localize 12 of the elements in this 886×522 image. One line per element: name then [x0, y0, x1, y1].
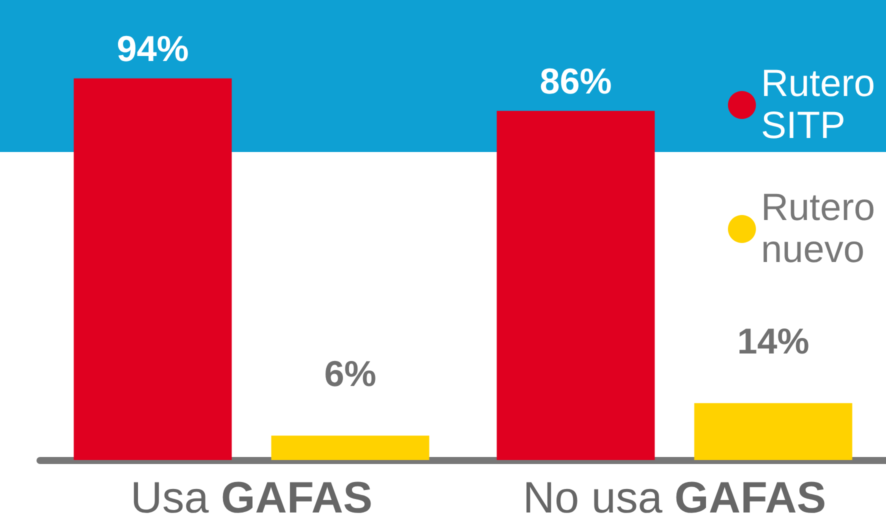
bar — [271, 436, 430, 460]
bar — [694, 403, 852, 460]
legend-label: Rutero nuevo — [760, 187, 876, 271]
data-label: 94% — [116, 28, 189, 69]
x-tick-label: No usa GAFAS — [522, 474, 826, 522]
x-tick-label: Usa GAFAS — [130, 474, 373, 522]
data-label: 14% — [737, 320, 810, 362]
bar — [496, 110, 655, 460]
data-label: 86% — [540, 60, 612, 102]
legend-label: Rutero SITP — [760, 63, 876, 147]
data-label: 6% — [324, 353, 376, 394]
bar — [74, 78, 232, 460]
